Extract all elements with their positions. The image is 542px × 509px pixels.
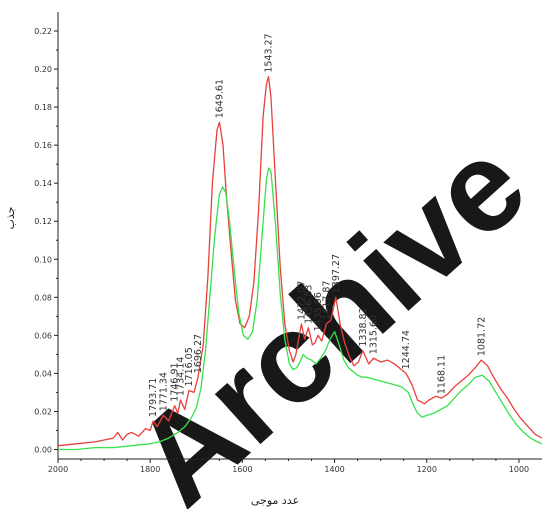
peak-labels: 1793.71 1771.34 1746.911734.141716.051696.… (148, 33, 487, 417)
peak-label: 1315.60 (368, 315, 379, 354)
y-tick-label: 0.06 (34, 331, 52, 340)
peak-label: 1696.27 (193, 334, 204, 373)
peak-label: 1472.07 (296, 281, 307, 320)
peak-label: 1338.82 (358, 307, 369, 346)
x-axis-label: عدد موجی (251, 494, 299, 507)
y-tick-label: 0.18 (34, 103, 52, 112)
y-tick-label: 0.20 (34, 65, 52, 74)
series-line-1 (57, 76, 542, 447)
x-tick-label: 1000 (509, 465, 529, 474)
x-tick-label: 1600 (232, 465, 252, 474)
y-tick-label: 0.02 (34, 407, 52, 416)
peak-label: 1397.27 (331, 254, 342, 293)
peak-label: 1734.14 (176, 357, 187, 396)
peak-label: 1716.05 (184, 347, 195, 386)
y-tick-label: 0.00 (34, 445, 52, 454)
y-axis-label: جذب (4, 207, 17, 230)
peak-label: 1244.74 (401, 330, 412, 369)
series-lines (57, 76, 542, 451)
y-tick-label: 0.16 (34, 141, 52, 150)
y-tick-label: 0.04 (34, 369, 52, 378)
x-tick-label: 1800 (140, 465, 160, 474)
peak-label: 1543.27 (263, 33, 274, 72)
peak-label: 1746.91 (170, 362, 181, 401)
x-tick-label: 1400 (324, 465, 344, 474)
peak-label: 1456.83 (303, 285, 314, 324)
y-tick-label: 0.14 (34, 179, 52, 188)
peak-label: 1793.71 (148, 378, 159, 417)
y-tick-label: 0.22 (34, 27, 52, 36)
axes: 0.00 0.02 0.04 0.06 0.08 0.10 0.12 0.14 0.16 0.18… (34, 12, 542, 474)
peak-label: 1771.34 (158, 372, 169, 411)
peak-label: 1081.72 (476, 317, 487, 356)
peak-label: 1168.11 (437, 355, 448, 394)
y-tick-label: 0.12 (34, 217, 52, 226)
series-line-2 (58, 167, 542, 451)
x-tick-label: 1200 (417, 465, 437, 474)
y-tick-label: 0.08 (34, 293, 52, 302)
peak-label: 1417.87 (321, 281, 332, 320)
peak-label: 1435.96 (313, 292, 324, 331)
x-tick-label: 2000 (48, 465, 68, 474)
peak-label: 1649.61 (215, 79, 226, 118)
y-tick-label: 0.10 (34, 255, 52, 264)
